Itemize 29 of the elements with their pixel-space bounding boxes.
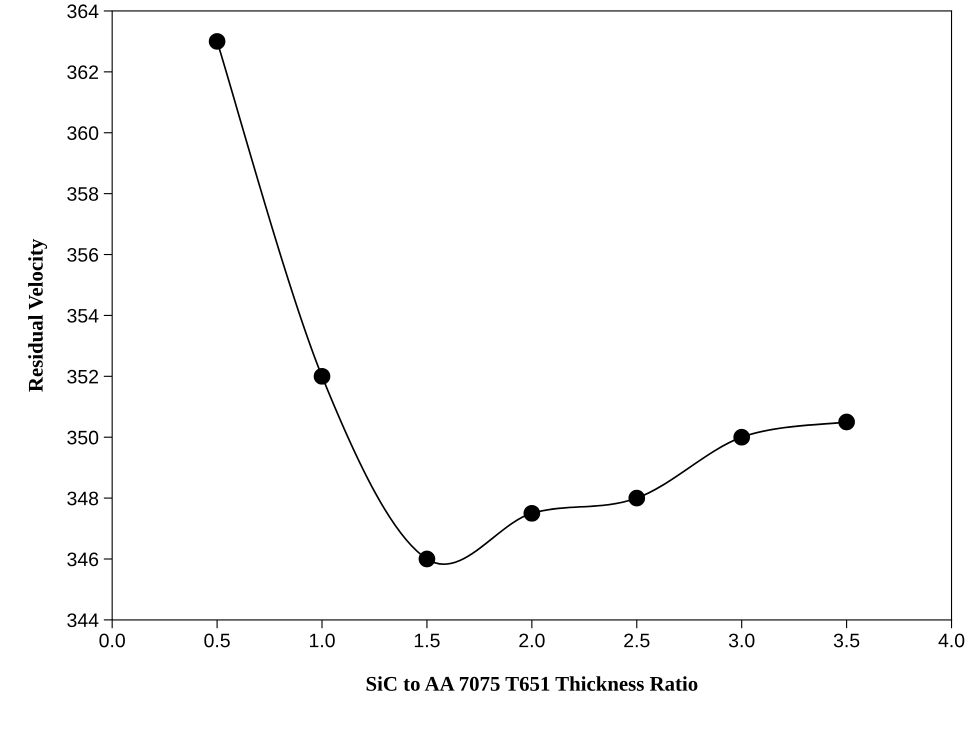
y-tick-label: 360 bbox=[67, 126, 98, 140]
y-tick-label: 356 bbox=[67, 248, 98, 262]
x-tick-label: 4.0 bbox=[938, 634, 964, 648]
y-tick-label: 354 bbox=[67, 308, 98, 323]
x-tick-label: 2.5 bbox=[624, 634, 650, 648]
x-axis-title: SiC to AA 7075 T651 Thickness Ratio bbox=[366, 676, 698, 691]
y-tick-label: 364 bbox=[67, 4, 98, 18]
x-tick-label: 3.5 bbox=[834, 634, 860, 648]
point bbox=[733, 428, 750, 446]
y-tick-label: 362 bbox=[67, 65, 98, 80]
x-tick-label: 0.5 bbox=[204, 634, 230, 648]
x-tick-label: 3.0 bbox=[728, 634, 754, 648]
y-tick-label: 346 bbox=[67, 552, 98, 566]
point bbox=[524, 504, 540, 522]
y-axis-title: Residual Velocity bbox=[28, 238, 48, 392]
point bbox=[838, 414, 855, 430]
point bbox=[208, 33, 226, 50]
x-tick-label: 0.0 bbox=[99, 634, 125, 648]
point bbox=[628, 490, 646, 506]
x-tick-label: 1.0 bbox=[310, 634, 335, 648]
y-tick-label: 348 bbox=[67, 492, 98, 506]
point bbox=[314, 368, 330, 385]
y-tick-label: 350 bbox=[67, 430, 98, 444]
y-tick-label: 358 bbox=[67, 187, 98, 201]
x-tick-label: 2.0 bbox=[519, 634, 545, 648]
x-tick-label: 1.5 bbox=[414, 634, 440, 648]
y-tick-label: 344 bbox=[67, 613, 98, 628]
point bbox=[418, 550, 436, 568]
y-tick-label: 352 bbox=[67, 370, 98, 384]
